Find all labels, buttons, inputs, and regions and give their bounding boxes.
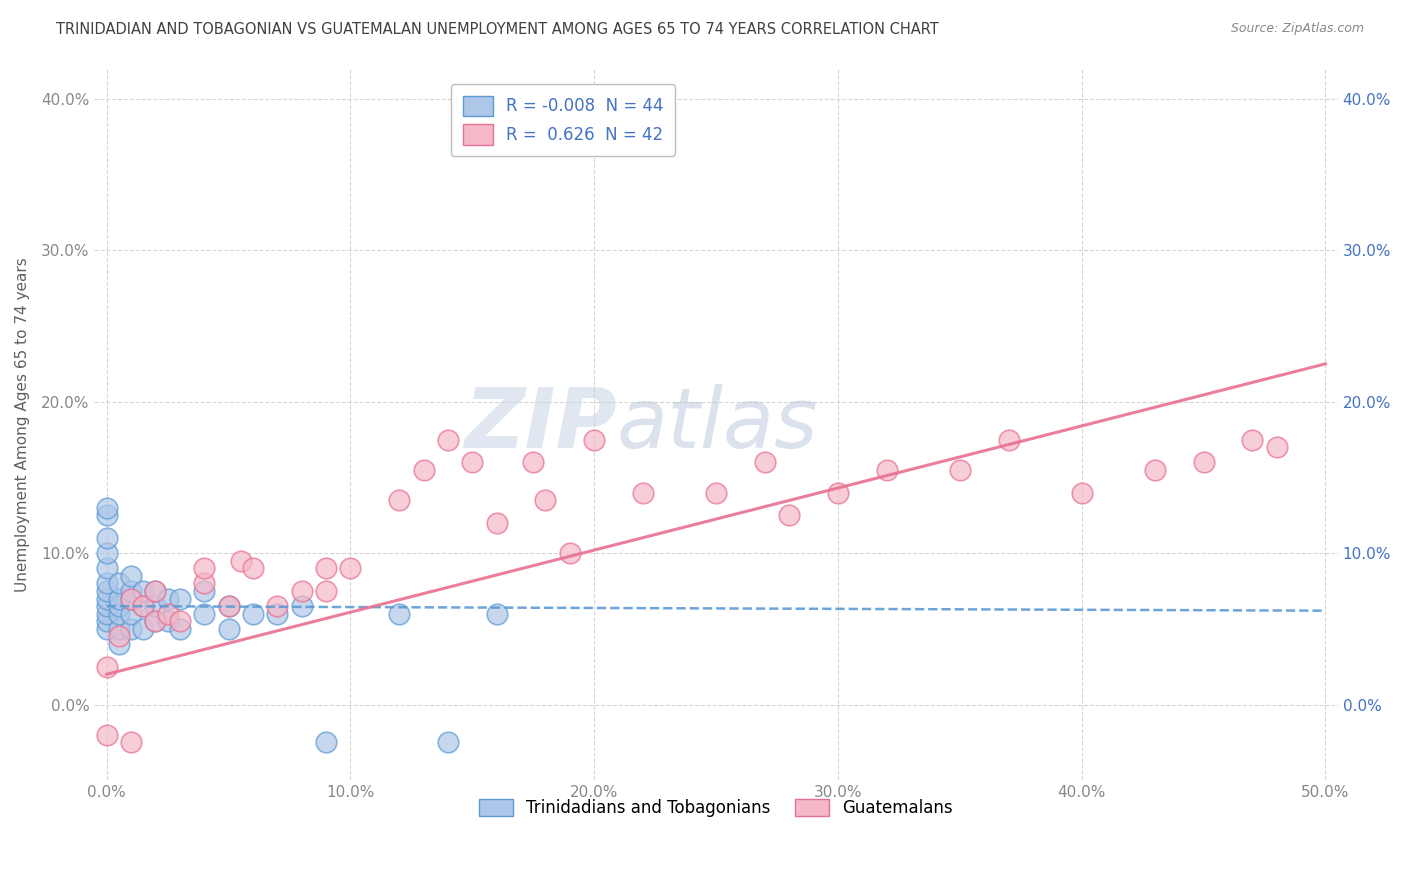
Point: [1143, 463, 1166, 477]
Point: [388, 607, 411, 621]
Point: [96, 728, 118, 742]
Point: [218, 622, 240, 636]
Point: [96, 508, 118, 523]
Point: [997, 433, 1019, 447]
Point: [1265, 440, 1288, 454]
Point: [876, 463, 898, 477]
Point: [120, 569, 142, 583]
Point: [96, 615, 118, 629]
Point: [315, 735, 337, 749]
Point: [156, 615, 179, 629]
Point: [108, 607, 131, 621]
Point: [558, 546, 581, 560]
Point: [437, 433, 460, 447]
Point: [120, 584, 142, 599]
Point: [96, 599, 118, 614]
Point: [96, 622, 118, 636]
Point: [193, 607, 215, 621]
Point: [120, 607, 142, 621]
Point: [96, 576, 118, 591]
Point: [315, 561, 337, 575]
Point: [145, 615, 167, 629]
Point: [108, 622, 131, 636]
Point: [108, 591, 131, 606]
Point: [108, 629, 131, 643]
Point: [1070, 485, 1092, 500]
Point: [132, 599, 155, 614]
Point: [145, 615, 167, 629]
Point: [120, 622, 142, 636]
Point: [145, 584, 167, 599]
Text: TRINIDADIAN AND TOBAGONIAN VS GUATEMALAN UNEMPLOYMENT AMONG AGES 65 TO 74 YEARS : TRINIDADIAN AND TOBAGONIAN VS GUATEMALAN…: [56, 22, 939, 37]
Point: [315, 584, 337, 599]
Point: [218, 599, 240, 614]
Point: [437, 735, 460, 749]
Point: [169, 622, 191, 636]
Point: [229, 554, 252, 568]
Point: [534, 493, 557, 508]
Legend: Trinidadians and Tobagonians, Guatemalans: Trinidadians and Tobagonians, Guatemalan…: [471, 790, 962, 825]
Point: [485, 607, 508, 621]
Point: [156, 607, 179, 621]
Point: [96, 607, 118, 621]
Point: [96, 546, 118, 560]
Point: [156, 591, 179, 606]
Point: [120, 591, 142, 606]
Point: [108, 637, 131, 651]
Point: [108, 576, 131, 591]
Text: atlas: atlas: [617, 384, 818, 465]
Point: [96, 584, 118, 599]
Point: [522, 455, 544, 469]
Point: [412, 463, 434, 477]
Text: ZIP: ZIP: [464, 384, 617, 465]
Point: [1192, 455, 1215, 469]
Point: [96, 500, 118, 515]
Point: [388, 493, 411, 508]
Point: [132, 584, 155, 599]
Point: [778, 508, 800, 523]
Point: [193, 576, 215, 591]
Point: [291, 584, 314, 599]
Point: [193, 584, 215, 599]
Point: [193, 561, 215, 575]
Point: [631, 485, 654, 500]
Point: [169, 591, 191, 606]
Point: [266, 607, 288, 621]
Point: [704, 485, 727, 500]
Point: [120, 591, 142, 606]
Point: [266, 599, 288, 614]
Point: [291, 599, 314, 614]
Point: [96, 561, 118, 575]
Point: [132, 599, 155, 614]
Point: [218, 599, 240, 614]
Point: [949, 463, 972, 477]
Point: [96, 659, 118, 673]
Point: [169, 615, 191, 629]
Point: [96, 591, 118, 606]
Point: [242, 561, 264, 575]
Point: [485, 516, 508, 530]
Point: [145, 599, 167, 614]
Point: [461, 455, 484, 469]
Text: Source: ZipAtlas.com: Source: ZipAtlas.com: [1230, 22, 1364, 36]
Point: [754, 455, 776, 469]
Point: [583, 433, 606, 447]
Point: [1241, 433, 1264, 447]
Point: [827, 485, 849, 500]
Point: [120, 735, 142, 749]
Point: [108, 599, 131, 614]
Y-axis label: Unemployment Among Ages 65 to 74 years: Unemployment Among Ages 65 to 74 years: [15, 257, 30, 591]
Point: [242, 607, 264, 621]
Point: [96, 531, 118, 545]
Point: [132, 622, 155, 636]
Point: [145, 584, 167, 599]
Point: [339, 561, 361, 575]
